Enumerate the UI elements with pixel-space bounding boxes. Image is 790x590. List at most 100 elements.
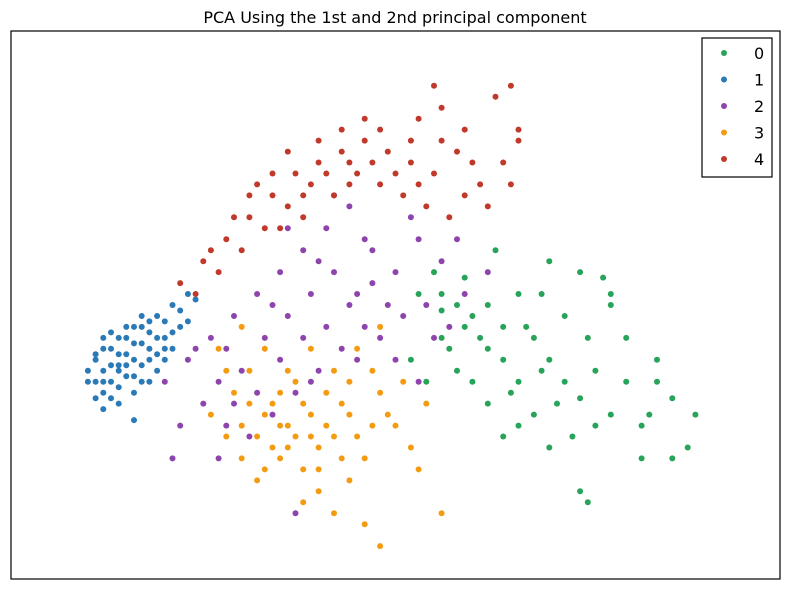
legend-marker-2 xyxy=(721,103,727,109)
legend-marker-1 xyxy=(721,76,727,83)
point-series-1-25 xyxy=(123,351,130,358)
point-series-4-52 xyxy=(269,170,276,177)
point-series-0-51 xyxy=(484,302,491,308)
point-series-4-39 xyxy=(507,181,514,188)
point-series-3-33 xyxy=(238,422,245,429)
point-series-2-28 xyxy=(354,291,361,297)
point-series-3-12 xyxy=(392,422,399,429)
point-series-4-41 xyxy=(415,115,422,122)
legend-marker-4 xyxy=(721,156,727,162)
point-series-2-6 xyxy=(300,247,307,254)
point-series-2-42 xyxy=(431,334,437,341)
point-series-3-15 xyxy=(231,389,237,396)
point-series-0-9 xyxy=(577,395,584,402)
point-series-4-50 xyxy=(246,192,253,199)
point-series-1-56 xyxy=(131,389,137,396)
point-series-1-38 xyxy=(192,296,199,303)
point-series-1-37 xyxy=(177,307,184,314)
point-series-1-14 xyxy=(100,367,107,374)
chart-title: PCA Using the 1st and 2nd principal comp… xyxy=(203,8,586,27)
point-series-3-19 xyxy=(292,433,299,440)
point-series-4-15 xyxy=(238,247,245,254)
point-series-0-33 xyxy=(538,291,545,297)
point-series-1-8 xyxy=(146,345,153,352)
point-series-4-25 xyxy=(215,269,222,276)
point-series-0-45 xyxy=(477,334,484,341)
point-series-4-17 xyxy=(284,203,291,210)
point-series-2-17 xyxy=(292,389,299,396)
point-series-1-21 xyxy=(92,395,99,402)
point-series-4-19 xyxy=(331,192,337,199)
point-series-1-53 xyxy=(154,367,161,374)
point-series-4-30 xyxy=(300,214,307,221)
point-series-4-8 xyxy=(361,137,368,144)
point-series-4-12 xyxy=(454,148,460,155)
point-series-4-34 xyxy=(392,170,399,177)
point-series-4-22 xyxy=(400,192,407,199)
point-series-0-44 xyxy=(646,411,653,418)
point-series-1-47 xyxy=(146,318,153,325)
point-series-3-3 xyxy=(254,477,261,484)
point-series-3-8 xyxy=(331,433,337,440)
point-series-0-55 xyxy=(530,411,537,418)
point-series-0-42 xyxy=(623,334,630,341)
point-series-0-52 xyxy=(684,444,691,451)
point-series-3-29 xyxy=(307,345,314,352)
point-series-0-24 xyxy=(454,367,460,374)
point-series-0-49 xyxy=(592,422,599,429)
point-series-2-7 xyxy=(323,225,330,232)
point-series-2-5 xyxy=(277,269,284,276)
series-3-points xyxy=(207,323,445,550)
point-series-1-3 xyxy=(108,345,114,352)
point-series-0-43 xyxy=(569,433,576,440)
point-series-0-19 xyxy=(515,291,522,297)
point-series-2-25 xyxy=(284,313,291,319)
point-series-1-5 xyxy=(123,334,130,341)
point-series-0-15 xyxy=(669,395,676,402)
point-series-3-11 xyxy=(377,389,384,396)
point-series-2-9 xyxy=(369,247,376,254)
point-series-4-4 xyxy=(269,192,276,199)
point-series-4-36 xyxy=(438,137,445,144)
point-series-4-9 xyxy=(384,148,391,155)
point-series-0-17 xyxy=(577,269,584,276)
point-series-1-19 xyxy=(138,362,145,369)
point-series-4-10 xyxy=(407,159,414,166)
point-series-1-20 xyxy=(146,329,153,336)
point-series-4-16 xyxy=(261,225,268,232)
point-series-0-29 xyxy=(638,455,645,462)
plot-area xyxy=(10,30,781,580)
point-series-4-54 xyxy=(377,126,384,133)
point-series-0-0 xyxy=(415,291,422,297)
point-series-1-52 xyxy=(138,313,145,319)
point-series-1-6 xyxy=(131,356,137,363)
point-series-4-24 xyxy=(446,214,453,221)
point-series-1-46 xyxy=(108,329,114,336)
point-series-2-24 xyxy=(261,334,268,341)
point-series-3-44 xyxy=(254,433,261,440)
point-series-1-9 xyxy=(154,313,161,319)
point-series-1-41 xyxy=(92,351,99,358)
point-series-4-1 xyxy=(200,258,207,265)
point-series-2-23 xyxy=(238,367,245,374)
point-series-2-40 xyxy=(346,302,353,308)
point-series-4-14 xyxy=(500,159,507,166)
point-series-4-7 xyxy=(338,148,345,155)
point-series-0-50 xyxy=(446,345,453,352)
point-series-3-21 xyxy=(323,389,330,396)
point-series-2-10 xyxy=(392,269,399,276)
point-series-4-11 xyxy=(431,170,437,177)
point-series-3-13 xyxy=(407,444,414,451)
point-series-3-53 xyxy=(261,466,268,473)
point-series-3-16 xyxy=(246,367,253,374)
point-series-2-30 xyxy=(400,313,407,319)
point-series-2-45 xyxy=(415,378,422,385)
point-series-0-48 xyxy=(561,378,568,385)
point-series-2-36 xyxy=(215,378,222,385)
point-series-1-29 xyxy=(161,318,168,325)
point-series-1-45 xyxy=(131,417,137,424)
point-series-2-29 xyxy=(377,334,384,341)
point-series-1-18 xyxy=(131,340,137,347)
point-series-2-18 xyxy=(269,411,276,418)
